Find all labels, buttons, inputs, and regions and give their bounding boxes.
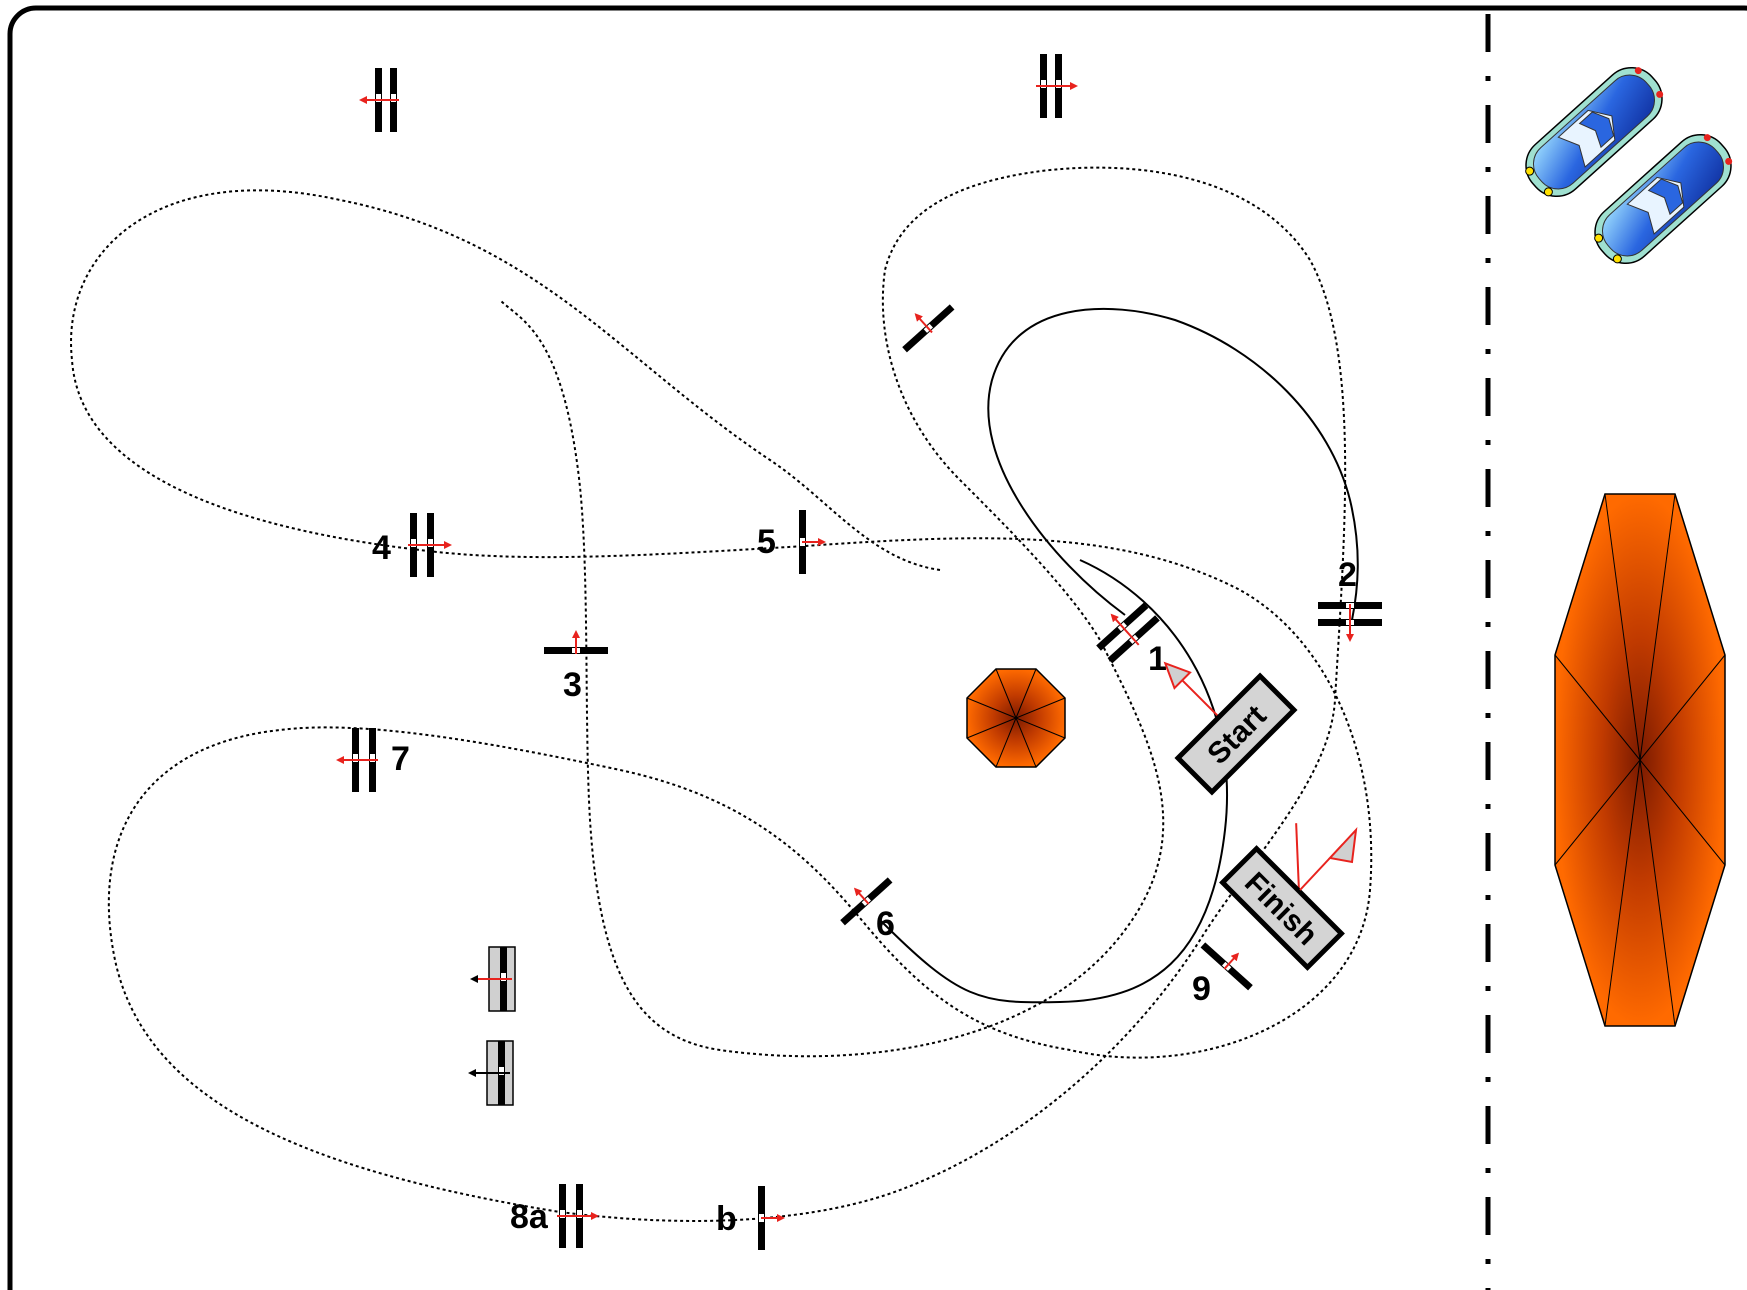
- solid-route: [879, 307, 1359, 1004]
- gate-icon: [359, 68, 399, 132]
- gate-label: 4: [372, 529, 391, 567]
- field-border: [7, 5, 1747, 1290]
- gate-8a: [557, 1184, 599, 1248]
- gate-label: 6: [876, 905, 895, 943]
- gate-2: [1318, 602, 1382, 642]
- umbrella-icon: [966, 668, 1066, 768]
- gate-label: 3: [563, 666, 582, 704]
- gate-6: [840, 877, 893, 926]
- gate-1: [1096, 602, 1160, 664]
- gate-label: 7: [391, 740, 410, 778]
- gate-b: [758, 1186, 785, 1250]
- gate-label: 5: [757, 523, 776, 561]
- gate-label: b: [716, 1200, 737, 1238]
- car-icon: [1525, 66, 1664, 198]
- pylon-gate-icon: [470, 946, 516, 1012]
- car-icon: [1594, 133, 1733, 265]
- start-sign: Start: [1163, 661, 1298, 796]
- gate-4: [408, 513, 452, 577]
- gate-icon: [1036, 54, 1078, 118]
- tent-icon: [1554, 493, 1726, 1027]
- finish-arrow: [1299, 827, 1358, 891]
- gate-label: 9: [1192, 970, 1211, 1008]
- dotted-route: [70, 166, 1373, 1222]
- gate-label: 8a: [510, 1198, 549, 1236]
- gate-icon: [902, 304, 955, 353]
- gate-3: [544, 630, 608, 654]
- gate-label: 2: [1338, 556, 1357, 594]
- pylon-gate-icon: [468, 1040, 514, 1106]
- gate-7: [336, 728, 378, 792]
- gate-9: [1200, 942, 1253, 991]
- gate-5: [799, 510, 826, 574]
- gate-label: 1: [1148, 640, 1167, 678]
